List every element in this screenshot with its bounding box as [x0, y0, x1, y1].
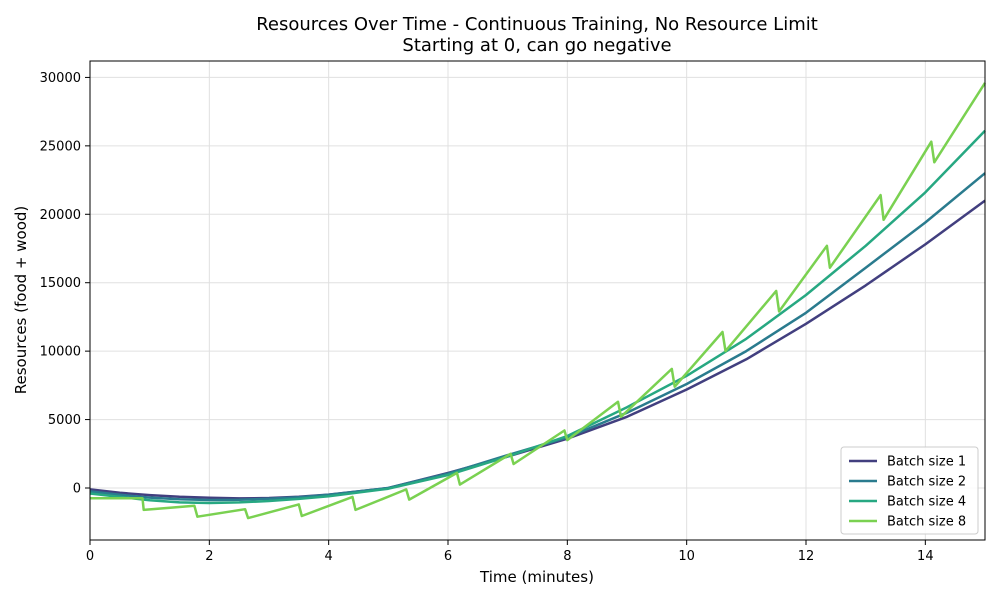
y-tick-label: 5000 — [48, 413, 81, 428]
legend-label-2: Batch size 2 — [887, 475, 966, 490]
series-lines — [89, 82, 987, 520]
series-line-3 — [89, 129, 986, 505]
x-tick-label: 14 — [917, 549, 934, 564]
x-tick-label: 8 — [563, 549, 571, 564]
legend-label-4: Batch size 8 — [887, 515, 966, 530]
chart-title: Resources Over Time - Continuous Trainin… — [256, 14, 818, 35]
y-tick-label: 25000 — [40, 139, 81, 154]
y-tick-label: 0 — [73, 481, 81, 496]
x-tick-label: 10 — [678, 549, 695, 564]
plot-frame — [89, 60, 986, 541]
x-tick-label: 12 — [798, 549, 815, 564]
chart-subtitle: Starting at 0, can go negative — [402, 35, 671, 56]
y-tick-label: 10000 — [40, 345, 81, 360]
y-tick-label: 15000 — [40, 276, 81, 291]
series-line-4 — [90, 82, 987, 520]
x-axis-ticks: 0 2 4 6 8 10 12 14 — [86, 540, 934, 564]
x-axis-label: Time (minutes) — [479, 568, 594, 586]
x-tick-label: 4 — [325, 549, 333, 564]
y-axis-label: Resources (food + wood) — [12, 206, 30, 394]
legend-box — [840, 446, 979, 535]
y-axis-ticks: 0 5000 10000 15000 20000 25000 30000 — [40, 71, 90, 496]
x-tick-label: 6 — [444, 549, 452, 564]
legend: Batch size 1 Batch size 2 Batch size 4 Batc… — [840, 446, 979, 535]
y-tick-label: 20000 — [40, 208, 81, 223]
x-tick-label: 2 — [205, 549, 213, 564]
y-tick-label: 30000 — [40, 71, 81, 86]
legend-label-1: Batch size 1 — [887, 455, 966, 470]
x-tick-label: 0 — [86, 549, 94, 564]
legend-label-3: Batch size 4 — [887, 495, 966, 510]
grid — [89, 61, 985, 540]
